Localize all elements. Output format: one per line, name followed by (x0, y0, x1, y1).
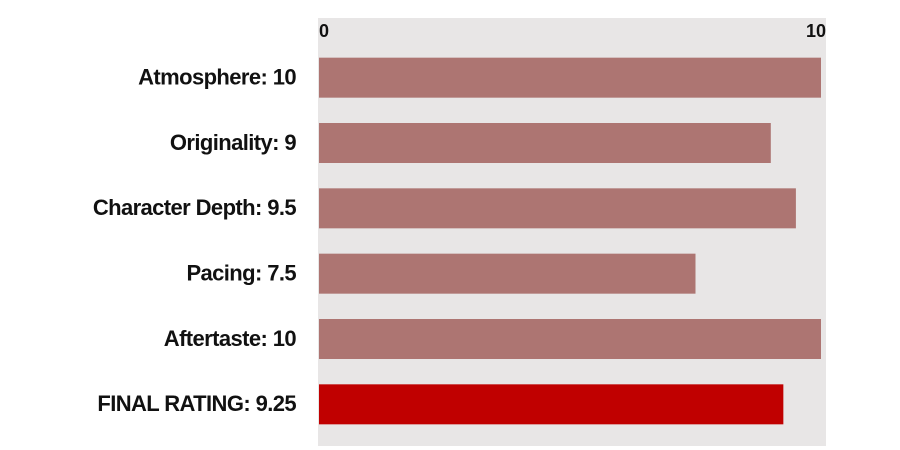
x-tick-label: 0 (319, 21, 329, 41)
bar (319, 319, 821, 359)
bar (319, 57, 821, 98)
bar (319, 123, 771, 163)
category-label: Originality: 9 (170, 130, 296, 155)
category-label: Pacing: 7.5 (186, 260, 296, 285)
x-tick-label: 10 (806, 21, 826, 41)
category-label: FINAL RATING: 9.25 (97, 391, 296, 416)
bar (319, 253, 696, 294)
bar (319, 384, 784, 425)
category-label: Character Depth: 9.5 (93, 195, 297, 220)
bar (319, 188, 796, 229)
category-label: Aftertaste: 10 (164, 326, 297, 351)
category-label: Atmosphere: 10 (138, 64, 296, 89)
